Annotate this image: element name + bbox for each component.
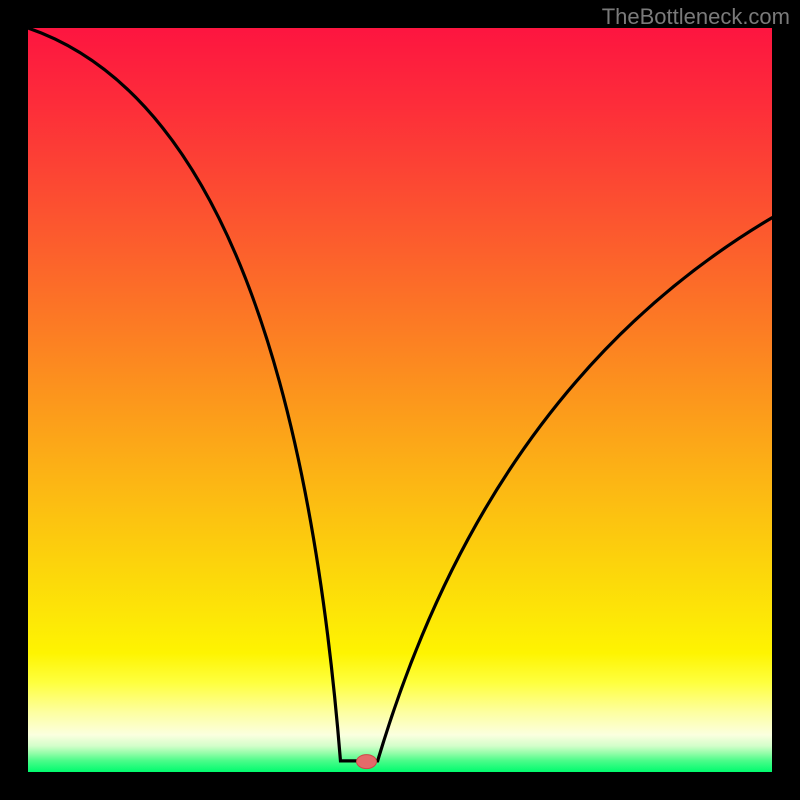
watermark-text: TheBottleneck.com (602, 4, 790, 30)
gradient-background (28, 28, 772, 772)
minimum-marker (357, 755, 377, 769)
bottleneck-chart (0, 0, 800, 800)
chart-container: TheBottleneck.com (0, 0, 800, 800)
